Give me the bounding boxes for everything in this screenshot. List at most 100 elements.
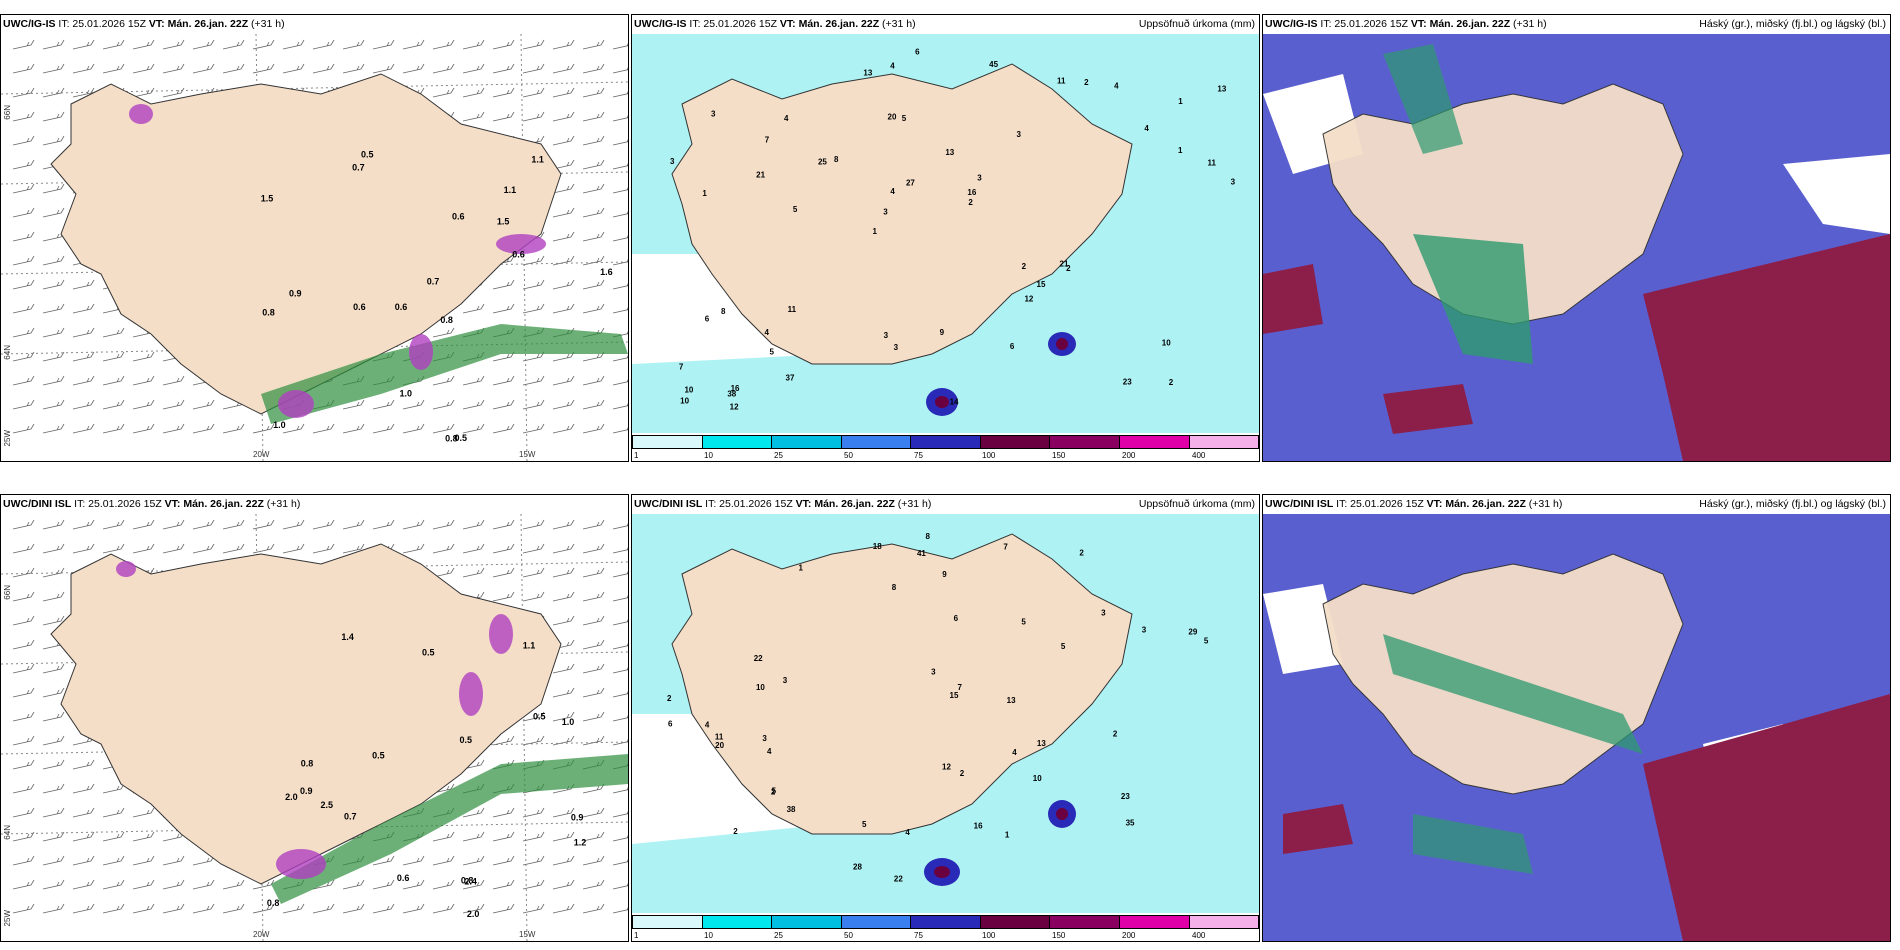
wind-map-value: 0.5: [372, 750, 385, 760]
wind-barb: [582, 207, 605, 218]
precip-value: 35: [1126, 818, 1135, 827]
colorbar-swatch: [1189, 916, 1259, 928]
purple-precip-cell: [116, 561, 136, 577]
cloud-title: Háský (gr.), miðský (fj.bl.) og lágský (…: [1699, 18, 1886, 30]
wind-barb: [402, 855, 425, 866]
wind-barb: [492, 519, 515, 530]
precip-value: 4: [1012, 748, 1017, 757]
colorbar-tick: 75: [914, 451, 923, 460]
colorbar-swatch: [633, 436, 703, 448]
precip-colorbar: 1 10 25 50 75 100 150 200 400: [632, 433, 1259, 461]
colorbar-swatch: [980, 916, 1051, 928]
green-precip-band: [261, 324, 628, 424]
wind-barb: [102, 879, 125, 890]
precip-value: 4: [784, 114, 789, 123]
heavy-precip-core: [1056, 338, 1068, 350]
wind-barb: [612, 67, 628, 74]
wind-barb: [582, 231, 605, 242]
wind-barb: [282, 63, 305, 74]
wind-barb: [552, 207, 575, 218]
lon-label: 15W: [519, 450, 536, 459]
wind-barb: [12, 183, 35, 194]
wind-barb: [612, 907, 628, 914]
wind-barb: [432, 879, 455, 890]
wind-barb: [252, 879, 275, 890]
wind-barb: [582, 855, 605, 866]
wind-barb: [72, 519, 95, 530]
wind-barb: [522, 111, 545, 122]
precip-value: 1: [872, 227, 877, 236]
colorbar-tick: 25: [774, 451, 783, 460]
wind-barb: [72, 39, 95, 50]
precip-value: 16: [974, 822, 983, 831]
wind-map-value: 1.0: [273, 420, 286, 430]
wind-barb: [372, 879, 395, 890]
colorbar-tick: 150: [1052, 931, 1066, 940]
wind-barb: [432, 831, 455, 842]
wind-barb: [582, 135, 605, 146]
wind-barb: [462, 87, 485, 98]
precip-value: 1: [798, 563, 803, 572]
wind-barb: [432, 567, 455, 578]
wind-barb: [462, 543, 485, 554]
precip-value: 8: [721, 307, 726, 316]
wind-map-value: 0.6: [395, 302, 408, 312]
wind-barb: [312, 423, 335, 434]
wind-barb: [192, 855, 215, 866]
wind-barb: [252, 519, 275, 530]
wind-barb: [552, 591, 575, 602]
wind-map-value: 0.7: [344, 812, 357, 822]
wind-barb: [72, 303, 95, 314]
lat-label: 25W: [3, 910, 12, 927]
init-time: IT: 25.01.2026 15Z: [58, 18, 146, 30]
colorbar-tick: 25: [774, 931, 783, 940]
wind-barb: [552, 111, 575, 122]
wind-barb: [492, 423, 515, 434]
wind-barb: [72, 807, 95, 818]
wind-barb: [12, 759, 35, 770]
precip-value: 2: [1113, 729, 1118, 738]
wind-barb: [312, 903, 335, 914]
purple-precip-cell: [278, 390, 314, 418]
colorbar-tick: 1: [634, 931, 639, 940]
wind-barb: [492, 303, 515, 314]
panel-header: UWC/DINI ISL IT: 25.01.2026 15Z VT: Mán.…: [632, 495, 1259, 514]
wind-barb: [42, 519, 65, 530]
precip-value: 2: [960, 769, 965, 778]
wind-map-value: 1.5: [497, 217, 510, 227]
wind-barb: [132, 879, 155, 890]
wind-barb: [402, 399, 425, 410]
wind-map-values: 2.40.70.82.00.82.50.80.50.90.51.21.12.00…: [267, 632, 586, 919]
wind-barb: [12, 303, 35, 314]
wind-barb: [162, 375, 185, 386]
wind-barb: [252, 63, 275, 74]
wind-barb: [612, 787, 628, 794]
cloud-map-graphic: [1263, 34, 1890, 461]
wind-barb: [102, 423, 125, 434]
clear-area: [1783, 154, 1890, 234]
wind-barb: [612, 859, 628, 866]
wind-barb: [72, 327, 95, 338]
low-cloud-area: [1643, 694, 1890, 941]
wind-barb: [12, 87, 35, 98]
wind-barb: [312, 543, 335, 554]
precip-value: 22: [894, 875, 903, 884]
wind-barb: [42, 807, 65, 818]
precip-value: 29: [1188, 628, 1197, 637]
precip-value: 28: [853, 862, 862, 871]
wind-barb: [12, 879, 35, 890]
wind-barb: [132, 87, 155, 98]
wind-barb: [582, 183, 605, 194]
precip-value: 10: [756, 683, 765, 692]
wind-barb: [102, 519, 125, 530]
wind-barb: [132, 423, 155, 434]
precip-value: 3: [931, 667, 936, 676]
wind-map-value: 1.0: [399, 389, 412, 399]
wind-barb: [192, 879, 215, 890]
precip-value: 41: [917, 549, 926, 558]
lon-label: 20W: [253, 930, 270, 939]
wind-barb: [612, 403, 628, 410]
wind-map-value: 1.1: [523, 641, 536, 651]
precip-value: 4: [705, 720, 710, 729]
wind-barb: [552, 687, 575, 698]
